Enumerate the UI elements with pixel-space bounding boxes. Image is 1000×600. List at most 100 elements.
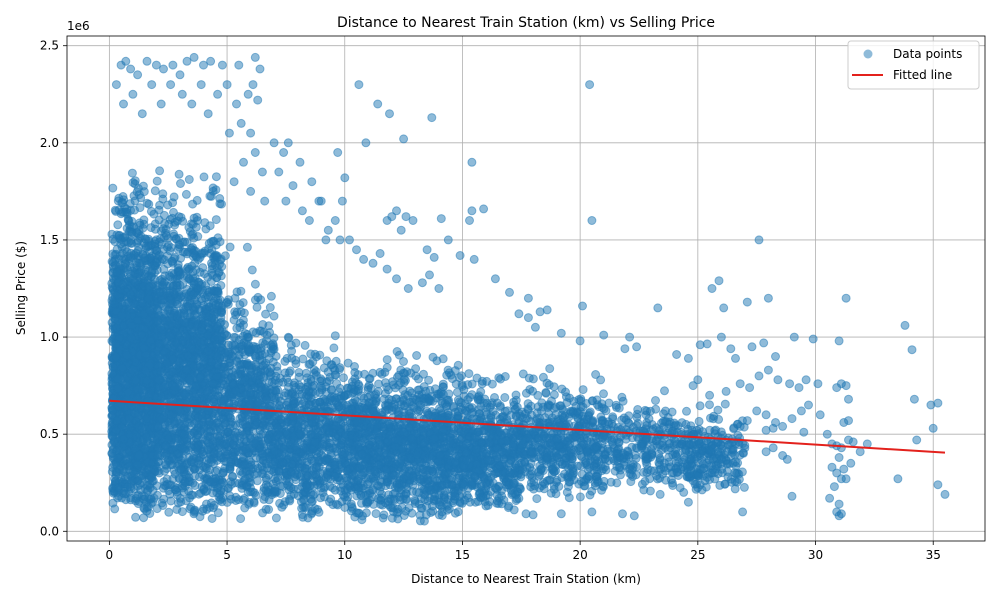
- data-point: [183, 351, 193, 361]
- data-point: [111, 339, 121, 349]
- data-point: [169, 231, 179, 241]
- data-point: [339, 373, 348, 383]
- data-point: [203, 406, 213, 416]
- data-point: [205, 503, 215, 512]
- data-point: [329, 343, 339, 353]
- data-point: [152, 481, 162, 491]
- data-point: [175, 280, 185, 290]
- data-point: [221, 457, 231, 467]
- data-point: [264, 495, 274, 505]
- data-point: [168, 453, 178, 463]
- data-point: [159, 382, 169, 392]
- data-point: [137, 384, 146, 394]
- data-point: [156, 322, 166, 332]
- data-point: [160, 309, 170, 319]
- data-point: [207, 358, 217, 368]
- data-point: [157, 391, 166, 401]
- data-point: [228, 379, 238, 389]
- data-point: [316, 483, 326, 493]
- data-point: [109, 300, 119, 309]
- data-point: [153, 306, 163, 315]
- data-point: [146, 472, 156, 482]
- data-point: [239, 308, 249, 318]
- data-point: [186, 490, 196, 500]
- data-point: [245, 400, 255, 410]
- data-point: [186, 344, 196, 354]
- data-point: [153, 449, 162, 459]
- data-point: [168, 198, 178, 208]
- data-point: [168, 257, 177, 266]
- data-point: [230, 293, 240, 303]
- data-point: [230, 345, 240, 355]
- data-point: [120, 232, 130, 241]
- data-point: [177, 443, 187, 453]
- data-point: [119, 475, 129, 485]
- data-point: [231, 420, 240, 430]
- data-point: [131, 376, 141, 386]
- data-point: [191, 222, 201, 232]
- data-point: [243, 487, 253, 497]
- data-point: [184, 375, 194, 384]
- data-point: [203, 445, 213, 455]
- data-point: [330, 331, 340, 341]
- data-point: [233, 447, 243, 457]
- data-point: [140, 444, 150, 454]
- data-point: [213, 508, 223, 518]
- data-point: [135, 218, 145, 228]
- data-point: [199, 172, 209, 182]
- data-point: [238, 298, 248, 308]
- data-point: [164, 219, 174, 229]
- data-point: [197, 325, 207, 335]
- data-point: [266, 291, 276, 301]
- data-point: [259, 372, 269, 382]
- data-point: [211, 300, 221, 310]
- data-point: [322, 356, 332, 366]
- data-point: [167, 268, 177, 278]
- data-point: [231, 496, 241, 505]
- data-point: [253, 292, 263, 302]
- data-point: [161, 460, 171, 470]
- data-point: [142, 376, 152, 386]
- data-point: [245, 498, 254, 507]
- data-point: [133, 316, 142, 325]
- data-point: [232, 323, 242, 333]
- data-point: [158, 295, 168, 305]
- data-point: [238, 419, 248, 429]
- data-point: [234, 398, 244, 407]
- data-point: [139, 503, 149, 513]
- data-point: [182, 249, 192, 259]
- data-point: [113, 453, 123, 463]
- data-point: [220, 420, 230, 429]
- data-point: [187, 327, 197, 337]
- data-point: [181, 189, 191, 199]
- data-point: [244, 462, 254, 472]
- data-point: [189, 233, 199, 243]
- data-point: [225, 242, 235, 252]
- data-point: [110, 314, 119, 324]
- data-point: [220, 348, 230, 358]
- data-point: [131, 512, 141, 522]
- data-point: [203, 346, 213, 356]
- data-point: [157, 254, 167, 264]
- data-point: [319, 492, 329, 502]
- data-point: [117, 363, 127, 373]
- data-point: [188, 267, 198, 277]
- data-point: [211, 172, 221, 182]
- data-point: [261, 383, 271, 393]
- data-point: [175, 406, 185, 416]
- data-point: [146, 206, 156, 216]
- data-point: [133, 229, 143, 239]
- data-point: [195, 373, 205, 383]
- data-point: [261, 504, 271, 514]
- data-point: [250, 373, 260, 383]
- data-point: [139, 238, 149, 248]
- data-point: [266, 340, 276, 350]
- data-point: [145, 306, 155, 315]
- data-point: [153, 422, 163, 432]
- data-point: [153, 281, 163, 290]
- data-point: [250, 279, 260, 289]
- data-point: [113, 220, 123, 230]
- data-point: [117, 311, 127, 320]
- data-point: [209, 397, 219, 407]
- data-point: [222, 447, 232, 456]
